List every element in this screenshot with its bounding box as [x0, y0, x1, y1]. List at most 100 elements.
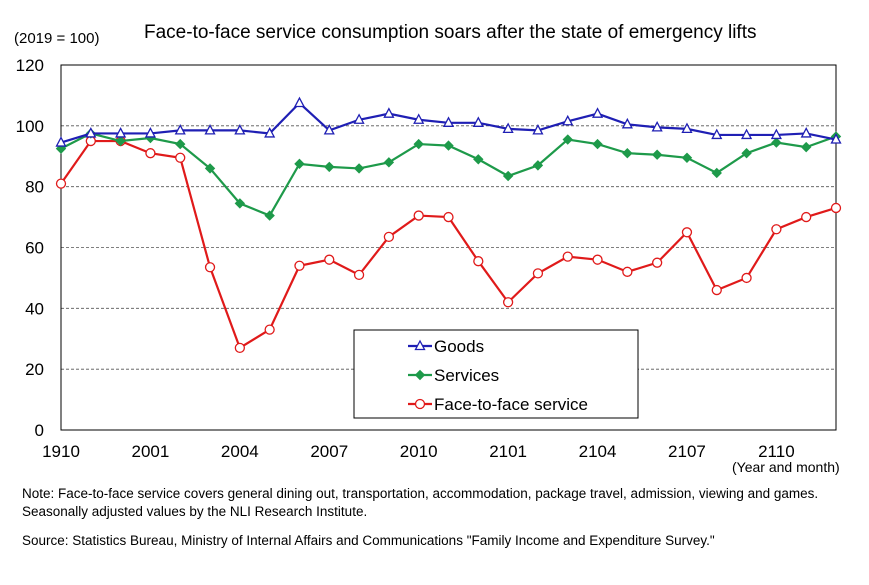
data-point [443, 140, 454, 151]
data-point [502, 122, 514, 134]
plot-area-frame [60, 64, 837, 431]
data-point [473, 154, 484, 165]
data-point [204, 124, 216, 135]
data-point [383, 157, 395, 168]
data-point [473, 256, 484, 267]
data-point [771, 137, 782, 148]
data-point [830, 133, 842, 144]
x-tick-label: 1910 [42, 442, 80, 461]
data-point [324, 161, 335, 173]
data-point [353, 269, 365, 281]
data-point [800, 127, 812, 138]
y-tick-label: 80 [25, 178, 44, 197]
x-axis: 1910 2001 2004 2007 2010 2101 2104 2107 2110 [42, 442, 795, 461]
data-point [622, 266, 633, 277]
data-point [502, 170, 514, 182]
data-point [740, 128, 753, 140]
y-tick-label: 40 [25, 299, 44, 318]
data-point [175, 152, 186, 163]
y-tick-label: 0 [35, 421, 44, 440]
data-point [264, 324, 275, 335]
legend-label: Face-to-face service [434, 395, 588, 414]
legend-swatch-marker [414, 339, 426, 351]
data-point [443, 211, 454, 223]
data-point [175, 138, 186, 150]
data-point [592, 138, 603, 150]
data-point [324, 254, 335, 265]
data-point [651, 149, 663, 160]
legend-swatch-marker [414, 369, 426, 381]
series-services [55, 128, 842, 221]
data-point [442, 116, 455, 127]
data-point [741, 148, 752, 159]
x-tick-label: 2007 [310, 442, 348, 461]
data-point [115, 135, 126, 147]
data-point [204, 163, 216, 174]
series-goods [55, 96, 842, 147]
x-tick-label: 2104 [579, 442, 617, 461]
data-point [144, 127, 157, 138]
data-point [353, 113, 365, 124]
chart-title: Face-to-face service consumption soars a… [144, 22, 757, 43]
data-point [174, 124, 186, 135]
data-point [532, 268, 544, 279]
data-point [294, 260, 305, 271]
data-point [741, 272, 752, 284]
data-point [294, 158, 305, 170]
data-point [502, 297, 514, 308]
data-point [800, 141, 812, 153]
data-point [711, 284, 722, 296]
y-axis-unit-label: (2019 = 100) [14, 30, 100, 47]
data-point [55, 178, 67, 189]
x-axis-label: (Year and month) [732, 459, 840, 475]
legend-box [353, 329, 639, 419]
data-point [234, 342, 245, 354]
y-tick-label: 100 [16, 117, 44, 136]
y-tick-label: 60 [25, 239, 44, 258]
data-point [681, 152, 693, 163]
x-tick-label: 2010 [400, 442, 438, 461]
legend-label: Services [434, 366, 499, 385]
chart-note: Note: Face-to-face service covers genera… [22, 486, 819, 519]
y-tick-label: 20 [25, 360, 44, 379]
data-point [383, 231, 395, 243]
data-point [383, 107, 395, 118]
x-tick-label: 2001 [132, 442, 170, 461]
data-point [591, 107, 604, 118]
data-point [413, 210, 424, 221]
chart-source: Source: Statistics Bureau, Ministry of I… [22, 533, 715, 548]
y-tick-label: 120 [16, 56, 44, 75]
legend-swatch-marker [414, 398, 426, 410]
y-axis: 0 20 40 60 80 100 120 [16, 56, 44, 440]
data-point [562, 134, 573, 145]
legend: Goods Services Face-to-face service [353, 329, 639, 419]
data-point [472, 116, 484, 127]
data-point [652, 257, 663, 268]
data-point [622, 148, 633, 159]
data-point [532, 160, 544, 171]
data-point [85, 127, 97, 138]
data-point [323, 124, 335, 135]
data-point [562, 251, 573, 262]
data-point [234, 124, 246, 135]
data-point [234, 198, 246, 209]
data-point [204, 262, 216, 273]
data-point [264, 127, 276, 138]
x-tick-label: 2101 [489, 442, 527, 461]
data-point [651, 120, 663, 132]
data-point [681, 227, 693, 238]
data-point [293, 96, 306, 108]
data-point [592, 254, 603, 265]
data-point [413, 138, 424, 150]
data-point [353, 163, 365, 174]
data-point [264, 210, 275, 221]
series-layer [55, 96, 842, 354]
data-point [115, 127, 127, 138]
x-tick-label: 2107 [668, 442, 706, 461]
data-point [55, 136, 67, 147]
data-point [801, 211, 812, 223]
data-point [711, 128, 723, 140]
data-point [681, 122, 693, 134]
x-tick-label: 2110 [758, 442, 795, 461]
